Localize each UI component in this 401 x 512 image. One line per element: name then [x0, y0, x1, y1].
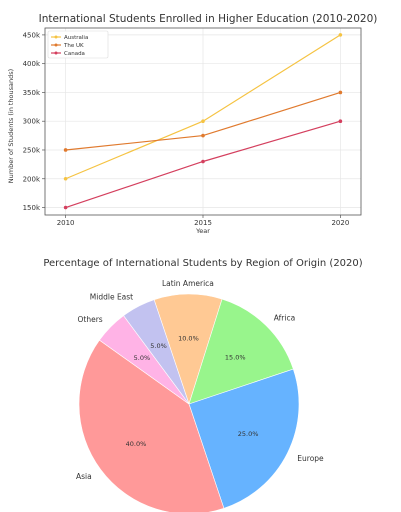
legend: Australia The UK Canada: [47, 30, 109, 59]
data-point-the-uk: [338, 90, 343, 95]
data-point-australia: [338, 33, 343, 37]
pie-label-others: Others: [77, 315, 102, 324]
pie-label-asia: Asia: [76, 472, 92, 481]
x-axis-label: Year: [195, 227, 210, 235]
data-point-the-uk: [63, 148, 68, 152]
line-series-group: [63, 33, 343, 210]
y-tick-label: 400k: [23, 60, 41, 68]
pie-labels: 10.0% Latin America 15.0% Africa 25.0% Europe…: [76, 279, 324, 481]
pie-chart: Percentage of International Students by …: [43, 258, 363, 512]
pie-pct-latin-america: 10.0%: [178, 335, 199, 343]
y-tick-label: 200k: [23, 175, 41, 183]
legend-box: [47, 30, 109, 59]
pie-pct-others: 5.0%: [134, 354, 151, 362]
y-tick-label: 250k: [23, 146, 41, 154]
pie-slice-europe: [188, 368, 300, 509]
pie-pct-asia: 40.0%: [126, 440, 147, 448]
y-axis-label: Number of Students (in thousands): [7, 69, 15, 183]
legend-label-canada: Canada: [64, 51, 85, 57]
data-point-australia: [201, 119, 205, 124]
legend-marker-australia: [54, 35, 58, 39]
pie-pct-europe: 25.0%: [238, 430, 259, 438]
data-point-canada: [63, 205, 68, 210]
data-point-the-uk: [201, 133, 205, 138]
legend-label-australia: Australia: [64, 35, 88, 41]
y-axis-ticks: 150k 200k 250k 300k 350k 400k 450k: [23, 31, 45, 212]
pie-slice-asia: [78, 339, 225, 512]
y-tick-label: 350k: [23, 89, 41, 97]
line-chart: International Students Enrolled in Highe…: [7, 13, 377, 235]
x-tick-label: 2015: [194, 219, 212, 227]
pie-slice-middle-east: [123, 299, 190, 405]
pie-label-europe: Europe: [297, 454, 324, 463]
pie-label-africa: Africa: [274, 314, 295, 323]
x-tick-label: 2010: [57, 219, 75, 227]
pie-slices: [78, 293, 300, 512]
legend-marker-canada: [54, 51, 58, 55]
pie-label-middle-east: Middle East: [90, 293, 133, 302]
y-tick-label: 150k: [23, 204, 41, 212]
pie-pct-middle-east: 5.0%: [150, 342, 167, 350]
x-tick-label: 2020: [331, 219, 349, 227]
data-point-canada: [338, 119, 343, 124]
y-tick-label: 450k: [23, 31, 41, 39]
y-tick-label: 300k: [23, 118, 41, 126]
pie-label-latin-america: Latin America: [162, 279, 214, 288]
data-point-australia: [63, 176, 68, 181]
legend-marker-the-uk: [54, 43, 58, 47]
x-axis-ticks: 2010 2015 2020: [57, 215, 349, 227]
legend-label-the-uk: The UK: [63, 43, 84, 49]
line-chart-title: International Students Enrolled in Highe…: [39, 13, 378, 25]
pie-pct-africa: 15.0%: [225, 353, 246, 361]
pie-chart-title: Percentage of International Students by …: [43, 258, 362, 269]
data-point-canada: [201, 159, 205, 164]
